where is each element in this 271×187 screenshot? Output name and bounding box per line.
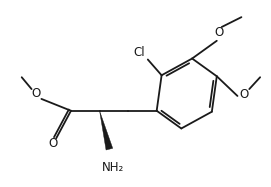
Text: Cl: Cl: [133, 46, 145, 59]
Text: O: O: [214, 26, 223, 39]
Text: O: O: [240, 88, 249, 102]
Text: O: O: [31, 88, 40, 100]
Text: O: O: [49, 137, 58, 150]
Polygon shape: [99, 111, 113, 150]
Text: NH₂: NH₂: [102, 161, 124, 174]
